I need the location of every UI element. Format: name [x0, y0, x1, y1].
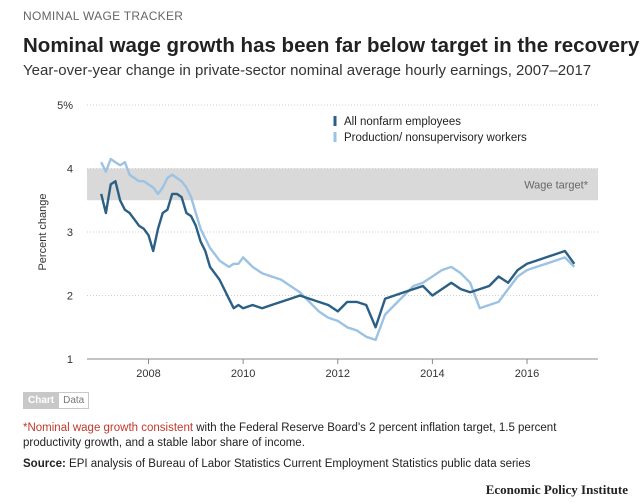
footnote-highlight: *Nominal wage growth consistent — [23, 422, 194, 434]
y-tick-label: 2 — [67, 291, 73, 303]
chart-subtitle: Year-over-year change in private-sector … — [23, 62, 592, 79]
view-toggle: Chart Data — [23, 392, 90, 409]
y-tick-label: 5% — [57, 100, 73, 112]
x-tick-label: 2014 — [420, 368, 444, 380]
x-tick-label: 2008 — [136, 368, 160, 380]
kicker: NOMINAL WAGE TRACKER — [23, 9, 184, 23]
x-tick-label: 2016 — [515, 368, 539, 380]
legend-label: All nonfarm employees — [344, 116, 461, 128]
source-text: EPI analysis of Bureau of Labor Statisti… — [65, 458, 531, 470]
series-line-all-nonfarm — [100, 179, 576, 329]
x-tick-label: 2012 — [326, 368, 350, 380]
series-line-production-workers — [100, 157, 576, 342]
x-tick-label: 2010 — [231, 368, 255, 380]
chart-title: Nominal wage growth has been far below t… — [23, 34, 640, 57]
legend-label: Production/ nonsupervisory workers — [344, 132, 527, 144]
data-tab[interactable]: Data — [59, 392, 90, 409]
chart-tab[interactable]: Chart — [23, 392, 60, 409]
line-chart: Wage target* 1 2 3 4 5% 2008 2010 2012 2014 2016 Pe… — [37, 100, 598, 380]
wage-target-label: Wage target* — [524, 179, 589, 191]
source-note: Source: EPI analysis of Bureau of Labor … — [23, 458, 531, 470]
y-axis-label: Percent change — [37, 193, 49, 270]
source-label: Source: — [23, 458, 66, 470]
y-tick-label: 3 — [67, 227, 73, 239]
footnote: *Nominal wage growth consistent with the… — [23, 421, 593, 451]
footnote-text: with the Federal Reserve Board's 2 perce… — [23, 422, 557, 449]
y-tick-label: 1 — [67, 354, 73, 366]
y-tick-label: 4 — [67, 164, 73, 176]
brand-logo: Economic Policy Institute — [485, 482, 628, 497]
